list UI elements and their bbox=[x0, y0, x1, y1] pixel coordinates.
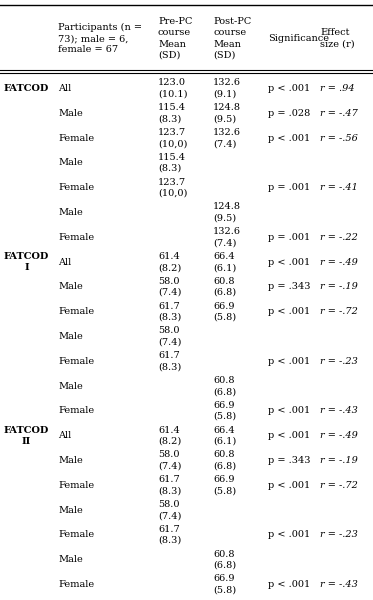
Text: Female: Female bbox=[58, 307, 94, 316]
Text: 58.0
(7.4): 58.0 (7.4) bbox=[158, 500, 181, 520]
Text: 124.8
(9.5): 124.8 (9.5) bbox=[213, 103, 241, 123]
Text: p = .001: p = .001 bbox=[268, 183, 310, 192]
Text: 132.6
(9.1): 132.6 (9.1) bbox=[213, 79, 241, 98]
Text: Significance: Significance bbox=[268, 34, 329, 43]
Text: p < .001: p < .001 bbox=[268, 431, 310, 440]
Text: 66.9
(5.8): 66.9 (5.8) bbox=[213, 475, 236, 495]
Text: p = .001: p = .001 bbox=[268, 233, 310, 242]
Text: r = -.49: r = -.49 bbox=[320, 431, 358, 440]
Text: 132.6
(7.4): 132.6 (7.4) bbox=[213, 227, 241, 247]
Text: 66.4
(6.1): 66.4 (6.1) bbox=[213, 252, 236, 272]
Text: r = -.49: r = -.49 bbox=[320, 257, 358, 266]
Text: 123.7
(10,0): 123.7 (10,0) bbox=[158, 178, 187, 197]
Text: 66.9
(5.8): 66.9 (5.8) bbox=[213, 401, 236, 421]
Text: r = -.23: r = -.23 bbox=[320, 530, 358, 539]
Text: p = .343: p = .343 bbox=[268, 283, 310, 292]
Text: 60.8
(6.8): 60.8 (6.8) bbox=[213, 550, 236, 569]
Text: Female: Female bbox=[58, 406, 94, 415]
Text: p = .028: p = .028 bbox=[268, 109, 310, 118]
Text: r = .94: r = .94 bbox=[320, 84, 355, 93]
Text: 66.9
(5.8): 66.9 (5.8) bbox=[213, 302, 236, 322]
Text: r = -.19: r = -.19 bbox=[320, 283, 358, 292]
Text: 115.4
(8.3): 115.4 (8.3) bbox=[158, 153, 186, 173]
Text: Male: Male bbox=[58, 208, 83, 217]
Text: FATCOD
II: FATCOD II bbox=[4, 425, 49, 446]
Text: r = -.41: r = -.41 bbox=[320, 183, 358, 192]
Text: p < .001: p < .001 bbox=[268, 307, 310, 316]
Text: 115.4
(8.3): 115.4 (8.3) bbox=[158, 103, 186, 123]
Text: Male: Male bbox=[58, 555, 83, 564]
Text: p = .343: p = .343 bbox=[268, 456, 310, 465]
Text: p < .001: p < .001 bbox=[268, 357, 310, 366]
Text: 60.8
(6.8): 60.8 (6.8) bbox=[213, 376, 236, 396]
Text: Male: Male bbox=[58, 506, 83, 515]
Text: 58.0
(7.4): 58.0 (7.4) bbox=[158, 277, 181, 297]
Text: Male: Male bbox=[58, 283, 83, 292]
Text: Female: Female bbox=[58, 481, 94, 490]
Text: Male: Male bbox=[58, 332, 83, 341]
Text: r = -.23: r = -.23 bbox=[320, 357, 358, 366]
Text: Participants (n =
73); male = 6,
female = 67: Participants (n = 73); male = 6, female … bbox=[58, 23, 142, 54]
Text: Female: Female bbox=[58, 530, 94, 539]
Text: 58.0
(7.4): 58.0 (7.4) bbox=[158, 326, 181, 346]
Text: 61.7
(8.3): 61.7 (8.3) bbox=[158, 475, 181, 495]
Text: All: All bbox=[58, 257, 71, 266]
Text: r = -.47: r = -.47 bbox=[320, 109, 358, 118]
Text: r = -.43: r = -.43 bbox=[320, 406, 358, 415]
Text: Female: Female bbox=[58, 580, 94, 589]
Text: r = -.22: r = -.22 bbox=[320, 233, 358, 242]
Text: p < .001: p < .001 bbox=[268, 406, 310, 415]
Text: Female: Female bbox=[58, 357, 94, 366]
Text: Male: Male bbox=[58, 109, 83, 118]
Text: p < .001: p < .001 bbox=[268, 580, 310, 589]
Text: 123.0
(10.1): 123.0 (10.1) bbox=[158, 79, 188, 98]
Text: 124.8
(9.5): 124.8 (9.5) bbox=[213, 202, 241, 223]
Text: r = -.43: r = -.43 bbox=[320, 580, 358, 589]
Text: 132.6
(7.4): 132.6 (7.4) bbox=[213, 128, 241, 148]
Text: Female: Female bbox=[58, 233, 94, 242]
Text: p < .001: p < .001 bbox=[268, 530, 310, 539]
Text: 58.0
(7.4): 58.0 (7.4) bbox=[158, 451, 181, 470]
Text: 123.7
(10,0): 123.7 (10,0) bbox=[158, 128, 187, 148]
Text: Effect
size (r): Effect size (r) bbox=[320, 28, 355, 49]
Text: 60.8
(6.8): 60.8 (6.8) bbox=[213, 277, 236, 297]
Text: 60.8
(6.8): 60.8 (6.8) bbox=[213, 451, 236, 470]
Text: p < .001: p < .001 bbox=[268, 134, 310, 143]
Text: All: All bbox=[58, 84, 71, 93]
Text: All: All bbox=[58, 431, 71, 440]
Text: r = -.56: r = -.56 bbox=[320, 134, 358, 143]
Text: p < .001: p < .001 bbox=[268, 257, 310, 266]
Text: 66.4
(6.1): 66.4 (6.1) bbox=[213, 425, 236, 446]
Text: Male: Male bbox=[58, 158, 83, 167]
Text: r = -.72: r = -.72 bbox=[320, 307, 358, 316]
Text: 61.4
(8.2): 61.4 (8.2) bbox=[158, 425, 181, 446]
Text: 61.7
(8.3): 61.7 (8.3) bbox=[158, 302, 181, 322]
Text: r = -.72: r = -.72 bbox=[320, 481, 358, 490]
Text: Female: Female bbox=[58, 134, 94, 143]
Text: FATCOD
I: FATCOD I bbox=[4, 252, 49, 272]
Text: Male: Male bbox=[58, 456, 83, 465]
Text: 61.4
(8.2): 61.4 (8.2) bbox=[158, 252, 181, 272]
Text: FATCOD: FATCOD bbox=[4, 84, 49, 93]
Text: Female: Female bbox=[58, 183, 94, 192]
Text: Male: Male bbox=[58, 382, 83, 391]
Text: p < .001: p < .001 bbox=[268, 84, 310, 93]
Text: 61.7
(8.3): 61.7 (8.3) bbox=[158, 525, 181, 545]
Text: p < .001: p < .001 bbox=[268, 481, 310, 490]
Text: r = -.19: r = -.19 bbox=[320, 456, 358, 465]
Text: Post-PC
course
Mean
(SD): Post-PC course Mean (SD) bbox=[213, 17, 251, 59]
Text: 66.9
(5.8): 66.9 (5.8) bbox=[213, 574, 236, 595]
Text: Pre-PC
course
Mean
(SD): Pre-PC course Mean (SD) bbox=[158, 17, 192, 59]
Text: 61.7
(8.3): 61.7 (8.3) bbox=[158, 351, 181, 371]
